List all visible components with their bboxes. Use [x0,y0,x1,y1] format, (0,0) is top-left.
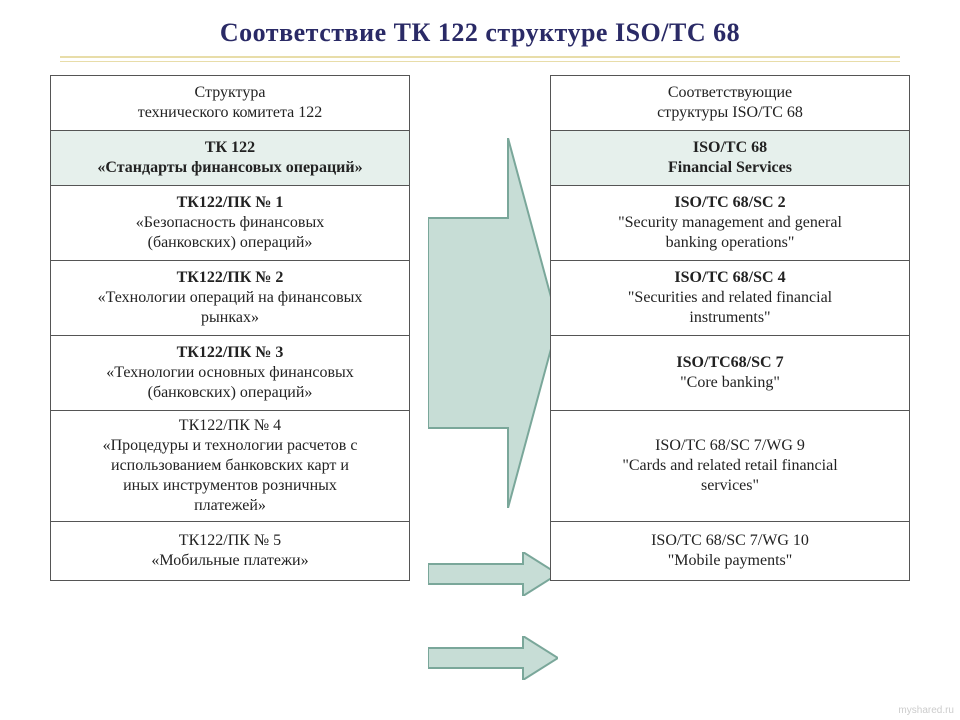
left-row-5: ТК122/ПК № 5 «Мобильные платежи» [50,521,410,581]
arrow-small-1 [428,552,558,596]
text: платежей» [59,496,401,516]
text: «Мобильные платежи» [59,551,401,571]
text: Financial Services [559,158,901,178]
text: «Технологии операций на финансовых [59,288,401,308]
right-header: Соответствующие структуры ISO/TC 68 [550,75,910,131]
left-column: Структура технического комитета 122 ТК 1… [50,76,410,581]
text: (банковских) операций» [59,383,401,403]
arrow-big [428,138,558,508]
text: ТК122/ПК № 5 [59,531,401,551]
text: ISO/TC 68/SC 2 [559,193,901,213]
text: «Технологии основных финансовых [59,363,401,383]
content: Структура технического комитета 122 ТК 1… [50,76,910,696]
text: «Стандарты финансовых операций» [59,158,401,178]
text: instruments" [559,308,901,328]
left-row-0: ТК 122 «Стандарты финансовых операций» [50,130,410,186]
text: ISO/TC 68/SC 4 [559,268,901,288]
text: "Security management and general [559,213,901,233]
watermark: myshared.ru [898,705,954,716]
text: ТК 122 [59,138,401,158]
text: "Core banking" [559,373,901,393]
arrow-small-2 [428,636,558,680]
text: "Securities and related financial [559,288,901,308]
text: ТК122/ПК № 2 [59,268,401,288]
title-rule [60,56,900,62]
text: "Mobile payments" [559,551,901,571]
right-row-5: ISO/TC 68/SC 7/WG 10 "Mobile payments" [550,521,910,581]
left-row-4: ТК122/ПК № 4 «Процедуры и технологии рас… [50,410,410,522]
text: использованием банковских карт и [59,456,401,476]
right-row-0: ISO/TC 68 Financial Services [550,130,910,186]
text: «Безопасность финансовых [59,213,401,233]
text: ТК122/ПК № 3 [59,343,401,363]
text: ISO/TC 68/SC 7/WG 9 [559,436,901,456]
text: Соответствующие [559,83,901,103]
text: banking operations" [559,233,901,253]
text: ISO/TC68/SC 7 [559,353,901,373]
left-row-1: ТК122/ПК № 1 «Безопасность финансовых (б… [50,185,410,261]
text: Структура [59,83,401,103]
text: ISO/TC 68 [559,138,901,158]
text: «Процедуры и технологии расчетов с [59,436,401,456]
page-title: Соответствие ТК 122 структуре ISO/TC 68 [0,0,960,56]
left-header: Структура технического комитета 122 [50,75,410,131]
text: ТК122/ПК № 1 [59,193,401,213]
text: структуры ISO/TC 68 [559,103,901,123]
right-row-3: ISO/TC68/SC 7 "Core banking" [550,335,910,411]
text: ISO/TC 68/SC 7/WG 10 [559,531,901,551]
right-row-1: ISO/TC 68/SC 2 "Security management and … [550,185,910,261]
text: технического комитета 122 [59,103,401,123]
right-row-2: ISO/TC 68/SC 4 "Securities and related f… [550,260,910,336]
text: (банковских) операций» [59,233,401,253]
left-row-2: ТК122/ПК № 2 «Технологии операций на фин… [50,260,410,336]
left-row-3: ТК122/ПК № 3 «Технологии основных финанс… [50,335,410,411]
text: ТК122/ПК № 4 [59,416,401,436]
text: иных инструментов розничных [59,476,401,496]
text: "Cards and related retail financial [559,456,901,476]
text: рынках» [59,308,401,328]
text: services" [559,476,901,496]
right-row-4: ISO/TC 68/SC 7/WG 9 "Cards and related r… [550,410,910,522]
right-column: Соответствующие структуры ISO/TC 68 ISO/… [550,76,910,581]
